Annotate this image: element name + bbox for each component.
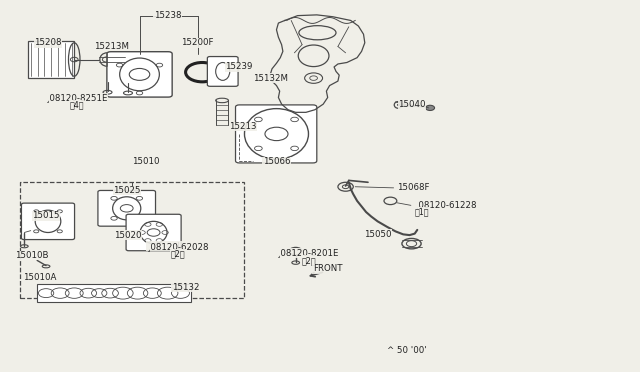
Text: ¸08120-8251E: ¸08120-8251E: [45, 93, 108, 102]
Text: 15040: 15040: [398, 100, 426, 109]
Text: 15010A: 15010A: [23, 273, 56, 282]
FancyBboxPatch shape: [207, 57, 238, 86]
Text: 15015: 15015: [33, 211, 60, 220]
Text: （4）: （4）: [70, 100, 84, 109]
Text: 15010B: 15010B: [15, 251, 49, 260]
Text: 15020: 15020: [115, 231, 141, 240]
Text: ¸08120-61228: ¸08120-61228: [415, 200, 477, 209]
Text: 15050: 15050: [364, 230, 391, 239]
Text: 15068F: 15068F: [397, 183, 429, 192]
Text: 15213: 15213: [229, 122, 257, 131]
Text: ¸08120-8201E: ¸08120-8201E: [277, 248, 340, 257]
Text: FRONT: FRONT: [313, 264, 342, 273]
FancyBboxPatch shape: [22, 203, 74, 240]
Text: 15238: 15238: [154, 11, 181, 20]
Text: （2）: （2）: [171, 249, 185, 258]
Circle shape: [426, 105, 435, 110]
FancyBboxPatch shape: [107, 52, 172, 97]
Text: （1）: （1）: [415, 208, 429, 217]
Text: 15132M: 15132M: [253, 74, 288, 83]
Text: 15010: 15010: [132, 157, 159, 166]
Bar: [37, 284, 191, 302]
FancyBboxPatch shape: [126, 214, 181, 251]
Text: 15132: 15132: [172, 283, 199, 292]
Text: （2）: （2）: [301, 256, 316, 265]
Text: 15208: 15208: [35, 38, 61, 47]
Bar: [28, 41, 74, 78]
Bar: [20, 182, 244, 298]
FancyBboxPatch shape: [98, 190, 156, 226]
Text: 15200F: 15200F: [181, 38, 213, 47]
Text: 15066: 15066: [263, 157, 290, 166]
Text: 15239: 15239: [225, 62, 253, 71]
Text: ¸08120-62028: ¸08120-62028: [147, 242, 209, 251]
Text: 15213M: 15213M: [95, 42, 129, 51]
Text: ^ 50 '00': ^ 50 '00': [387, 346, 426, 355]
Text: 15025: 15025: [113, 186, 140, 195]
FancyBboxPatch shape: [236, 105, 317, 163]
